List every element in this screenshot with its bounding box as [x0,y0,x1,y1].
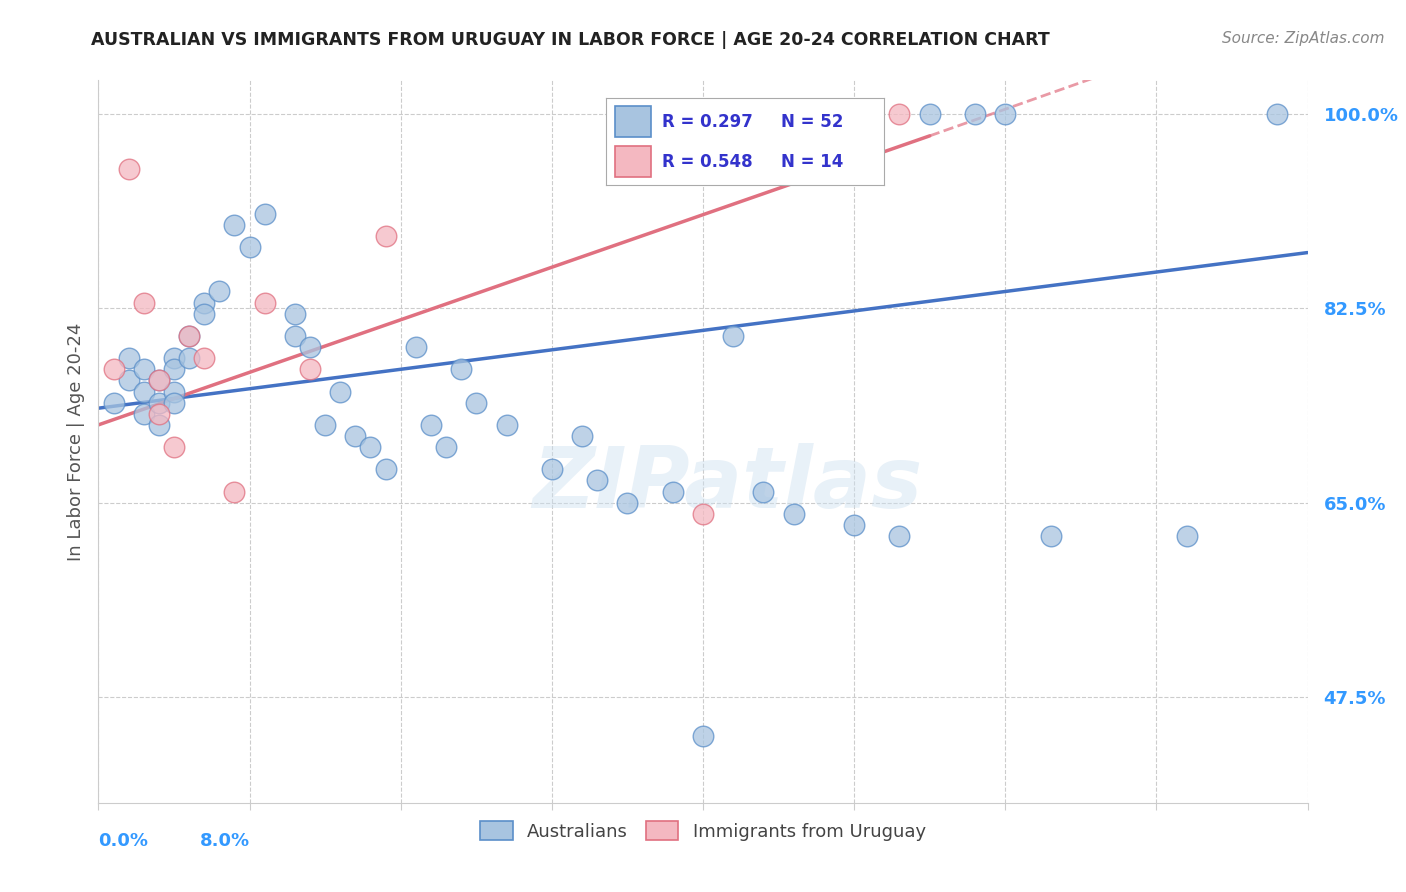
Point [723,329,745,343]
Point [224,484,246,499]
Point [344,429,367,443]
Point [253,207,276,221]
Point [1267,106,1289,120]
Point [163,351,186,366]
Point [148,395,170,409]
Point [132,407,155,421]
Point [179,329,201,343]
Point [148,407,170,421]
Y-axis label: In Labor Force | Age 20-24: In Labor Force | Age 20-24 [66,322,84,561]
Text: ZIPatlas: ZIPatlas [531,443,922,526]
Point [374,462,396,476]
Point [889,106,911,120]
Point [405,340,427,354]
Point [918,106,941,120]
Legend: Australians, Immigrants from Uruguay: Australians, Immigrants from Uruguay [472,814,934,848]
Point [103,362,125,376]
Point [661,484,683,499]
Point [692,507,714,521]
Point [284,329,307,343]
Point [239,240,262,254]
Point [752,484,775,499]
Point [253,295,276,310]
Point [179,329,201,343]
Point [965,106,987,120]
Point [616,496,638,510]
Point [586,474,609,488]
Point [299,362,322,376]
Point [148,417,170,432]
Point [994,106,1017,120]
Point [193,307,215,321]
Point [224,218,246,232]
Point [540,462,562,476]
Point [193,351,215,366]
Point [132,362,155,376]
Point [782,507,804,521]
Point [208,285,231,299]
Point [329,384,352,399]
Text: 8.0%: 8.0% [200,831,250,850]
Point [1175,529,1198,543]
Point [420,417,443,432]
Point [299,340,322,354]
Point [148,373,170,387]
Text: AUSTRALIAN VS IMMIGRANTS FROM URUGUAY IN LABOR FORCE | AGE 20-24 CORRELATION CHA: AUSTRALIAN VS IMMIGRANTS FROM URUGUAY IN… [91,31,1050,49]
Point [889,529,911,543]
Point [434,440,457,454]
Point [163,384,186,399]
Point [118,351,141,366]
Point [360,440,382,454]
Point [284,307,307,321]
Point [314,417,336,432]
Point [450,362,472,376]
Point [103,395,125,409]
Point [163,395,186,409]
Text: Source: ZipAtlas.com: Source: ZipAtlas.com [1222,31,1385,46]
Point [148,373,170,387]
Point [118,373,141,387]
Point [1039,529,1062,543]
Point [495,417,517,432]
Point [374,228,396,243]
Point [179,351,201,366]
Point [193,295,215,310]
Point [132,384,155,399]
Point [844,517,866,532]
Point [692,729,714,743]
Text: 0.0%: 0.0% [98,831,149,850]
Point [118,162,141,177]
Point [571,429,593,443]
Point [163,362,186,376]
Point [465,395,488,409]
Point [163,440,186,454]
Point [132,295,155,310]
